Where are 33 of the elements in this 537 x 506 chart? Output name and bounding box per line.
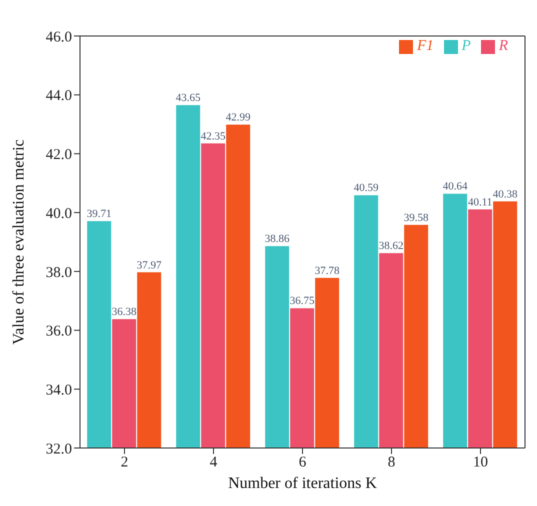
data-label: 42.35 bbox=[200, 130, 226, 142]
y-tick-label: 36.0 bbox=[46, 324, 72, 340]
y-tick-label: 34.0 bbox=[46, 382, 72, 398]
x-tick-label: 8 bbox=[388, 454, 396, 471]
data-label: 37.78 bbox=[314, 264, 340, 277]
legend-label: F1 bbox=[416, 38, 434, 54]
y-tick-label: 46.0 bbox=[46, 29, 72, 46]
data-label: 37.97 bbox=[136, 259, 162, 272]
x-tick-label: 10 bbox=[473, 454, 488, 471]
y-axis-title: Value of three evaluation metric bbox=[10, 139, 28, 345]
y-tick-label: 44.0 bbox=[46, 88, 72, 104]
data-label: 38.62 bbox=[378, 240, 404, 252]
data-label: 36.75 bbox=[290, 295, 315, 308]
data-label: 39.58 bbox=[404, 212, 429, 224]
data-label: 40.38 bbox=[492, 188, 518, 200]
data-label: 43.65 bbox=[176, 92, 201, 104]
x-tick-label: 6 bbox=[298, 454, 307, 471]
data-label: 36.38 bbox=[112, 306, 137, 318]
data-label: 40.59 bbox=[354, 182, 379, 194]
x-axis-title: Number of iterations K bbox=[228, 475, 378, 492]
data-label: 39.71 bbox=[86, 208, 112, 220]
legend-label: R bbox=[498, 38, 508, 54]
y-tick-label: 42.0 bbox=[46, 147, 72, 164]
legend-label: P bbox=[462, 38, 471, 54]
data-label: 38.86 bbox=[264, 233, 290, 246]
x-tick-label: 2 bbox=[120, 454, 128, 471]
data-label: 40.64 bbox=[442, 180, 468, 193]
y-tick-label: 40.0 bbox=[46, 206, 72, 222]
y-tick-label: 38.0 bbox=[46, 264, 72, 281]
x-tick-label: 4 bbox=[210, 454, 218, 471]
data-label: 42.99 bbox=[226, 112, 251, 124]
y-tick-label: 32.0 bbox=[46, 441, 72, 458]
data-label: 40.11 bbox=[468, 196, 492, 208]
